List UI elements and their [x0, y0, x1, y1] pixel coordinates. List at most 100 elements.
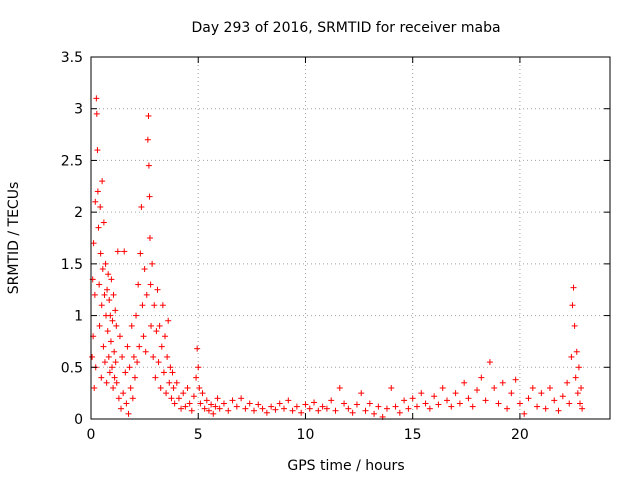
data-point	[362, 407, 369, 414]
data-point	[574, 390, 581, 397]
data-point	[165, 317, 172, 324]
data-point	[120, 390, 127, 397]
data-point	[115, 395, 122, 402]
data-point	[98, 302, 105, 309]
data-point	[100, 219, 107, 226]
data-point	[516, 400, 523, 407]
data-point	[216, 405, 223, 412]
data-point	[97, 250, 104, 257]
data-point	[431, 393, 438, 400]
data-point	[110, 291, 117, 298]
data-point	[559, 393, 566, 400]
data-point	[203, 397, 210, 404]
y-tick-label: 2	[74, 205, 83, 221]
data-point	[97, 203, 104, 210]
y-tick-label: 3	[74, 102, 83, 118]
data-point	[186, 400, 193, 407]
data-point	[199, 390, 206, 397]
data-point	[353, 401, 360, 408]
data-point	[119, 353, 126, 360]
x-tick-label: 20	[511, 427, 529, 443]
data-point	[285, 397, 292, 404]
chart-title: Day 293 of 2016, SRMTID for receiver mab…	[191, 20, 500, 36]
data-point	[268, 403, 275, 410]
data-point	[388, 384, 395, 391]
data-point	[118, 405, 125, 412]
data-point	[426, 405, 433, 412]
data-point	[139, 302, 146, 309]
data-point	[546, 384, 553, 391]
data-point	[111, 374, 118, 381]
data-point	[152, 374, 159, 381]
data-point	[499, 379, 506, 386]
data-point	[201, 405, 208, 412]
data-point	[212, 403, 219, 410]
data-point	[409, 395, 416, 402]
data-point	[147, 281, 154, 288]
data-point	[205, 407, 212, 414]
data-point	[564, 379, 571, 386]
data-point	[131, 374, 138, 381]
data-point	[144, 136, 151, 143]
data-points	[89, 95, 586, 420]
data-point	[293, 403, 300, 410]
data-point	[93, 110, 100, 117]
data-point	[570, 284, 577, 291]
data-point	[193, 374, 200, 381]
data-point	[150, 353, 157, 360]
data-point	[121, 248, 128, 255]
data-point	[568, 353, 575, 360]
data-point	[137, 250, 144, 257]
data-point	[272, 406, 279, 413]
data-point	[495, 400, 502, 407]
data-point	[534, 403, 541, 410]
data-point	[366, 400, 373, 407]
data-point	[246, 400, 253, 407]
data-point	[142, 348, 149, 355]
data-point	[439, 384, 446, 391]
data-point	[281, 405, 288, 412]
data-point	[375, 403, 382, 410]
data-point	[435, 401, 442, 408]
data-point	[242, 405, 249, 412]
data-point	[100, 343, 107, 350]
data-point	[210, 410, 217, 417]
data-point	[113, 379, 120, 386]
x-axis-label: GPS time / hours	[287, 458, 404, 474]
x-tick-label: 0	[87, 427, 96, 443]
data-point	[103, 379, 110, 386]
data-point	[413, 403, 420, 410]
data-point	[109, 364, 116, 371]
data-point	[146, 235, 153, 241]
data-point	[566, 400, 573, 407]
data-point	[125, 410, 132, 417]
data-point	[525, 395, 532, 402]
x-tick-label: 15	[404, 427, 422, 443]
data-point	[129, 395, 136, 402]
data-point	[573, 348, 580, 355]
data-point	[190, 393, 197, 400]
data-point	[512, 376, 519, 383]
data-point	[311, 399, 318, 406]
data-point	[145, 162, 152, 169]
data-point	[130, 353, 137, 360]
data-point	[569, 302, 576, 309]
data-point	[194, 345, 201, 352]
data-point	[289, 407, 296, 414]
data-point	[276, 400, 283, 407]
data-point	[146, 193, 153, 200]
data-point	[349, 409, 356, 416]
data-point	[98, 374, 105, 381]
data-point	[91, 384, 98, 391]
data-point	[302, 401, 309, 408]
data-point	[182, 403, 189, 410]
data-point	[214, 395, 221, 402]
data-point	[101, 291, 108, 298]
data-point	[167, 364, 174, 371]
data-point	[358, 390, 365, 397]
data-point	[140, 333, 147, 340]
data-point	[263, 409, 270, 416]
data-point	[161, 333, 168, 340]
data-point	[148, 322, 155, 329]
axis-ticks	[90, 56, 610, 420]
